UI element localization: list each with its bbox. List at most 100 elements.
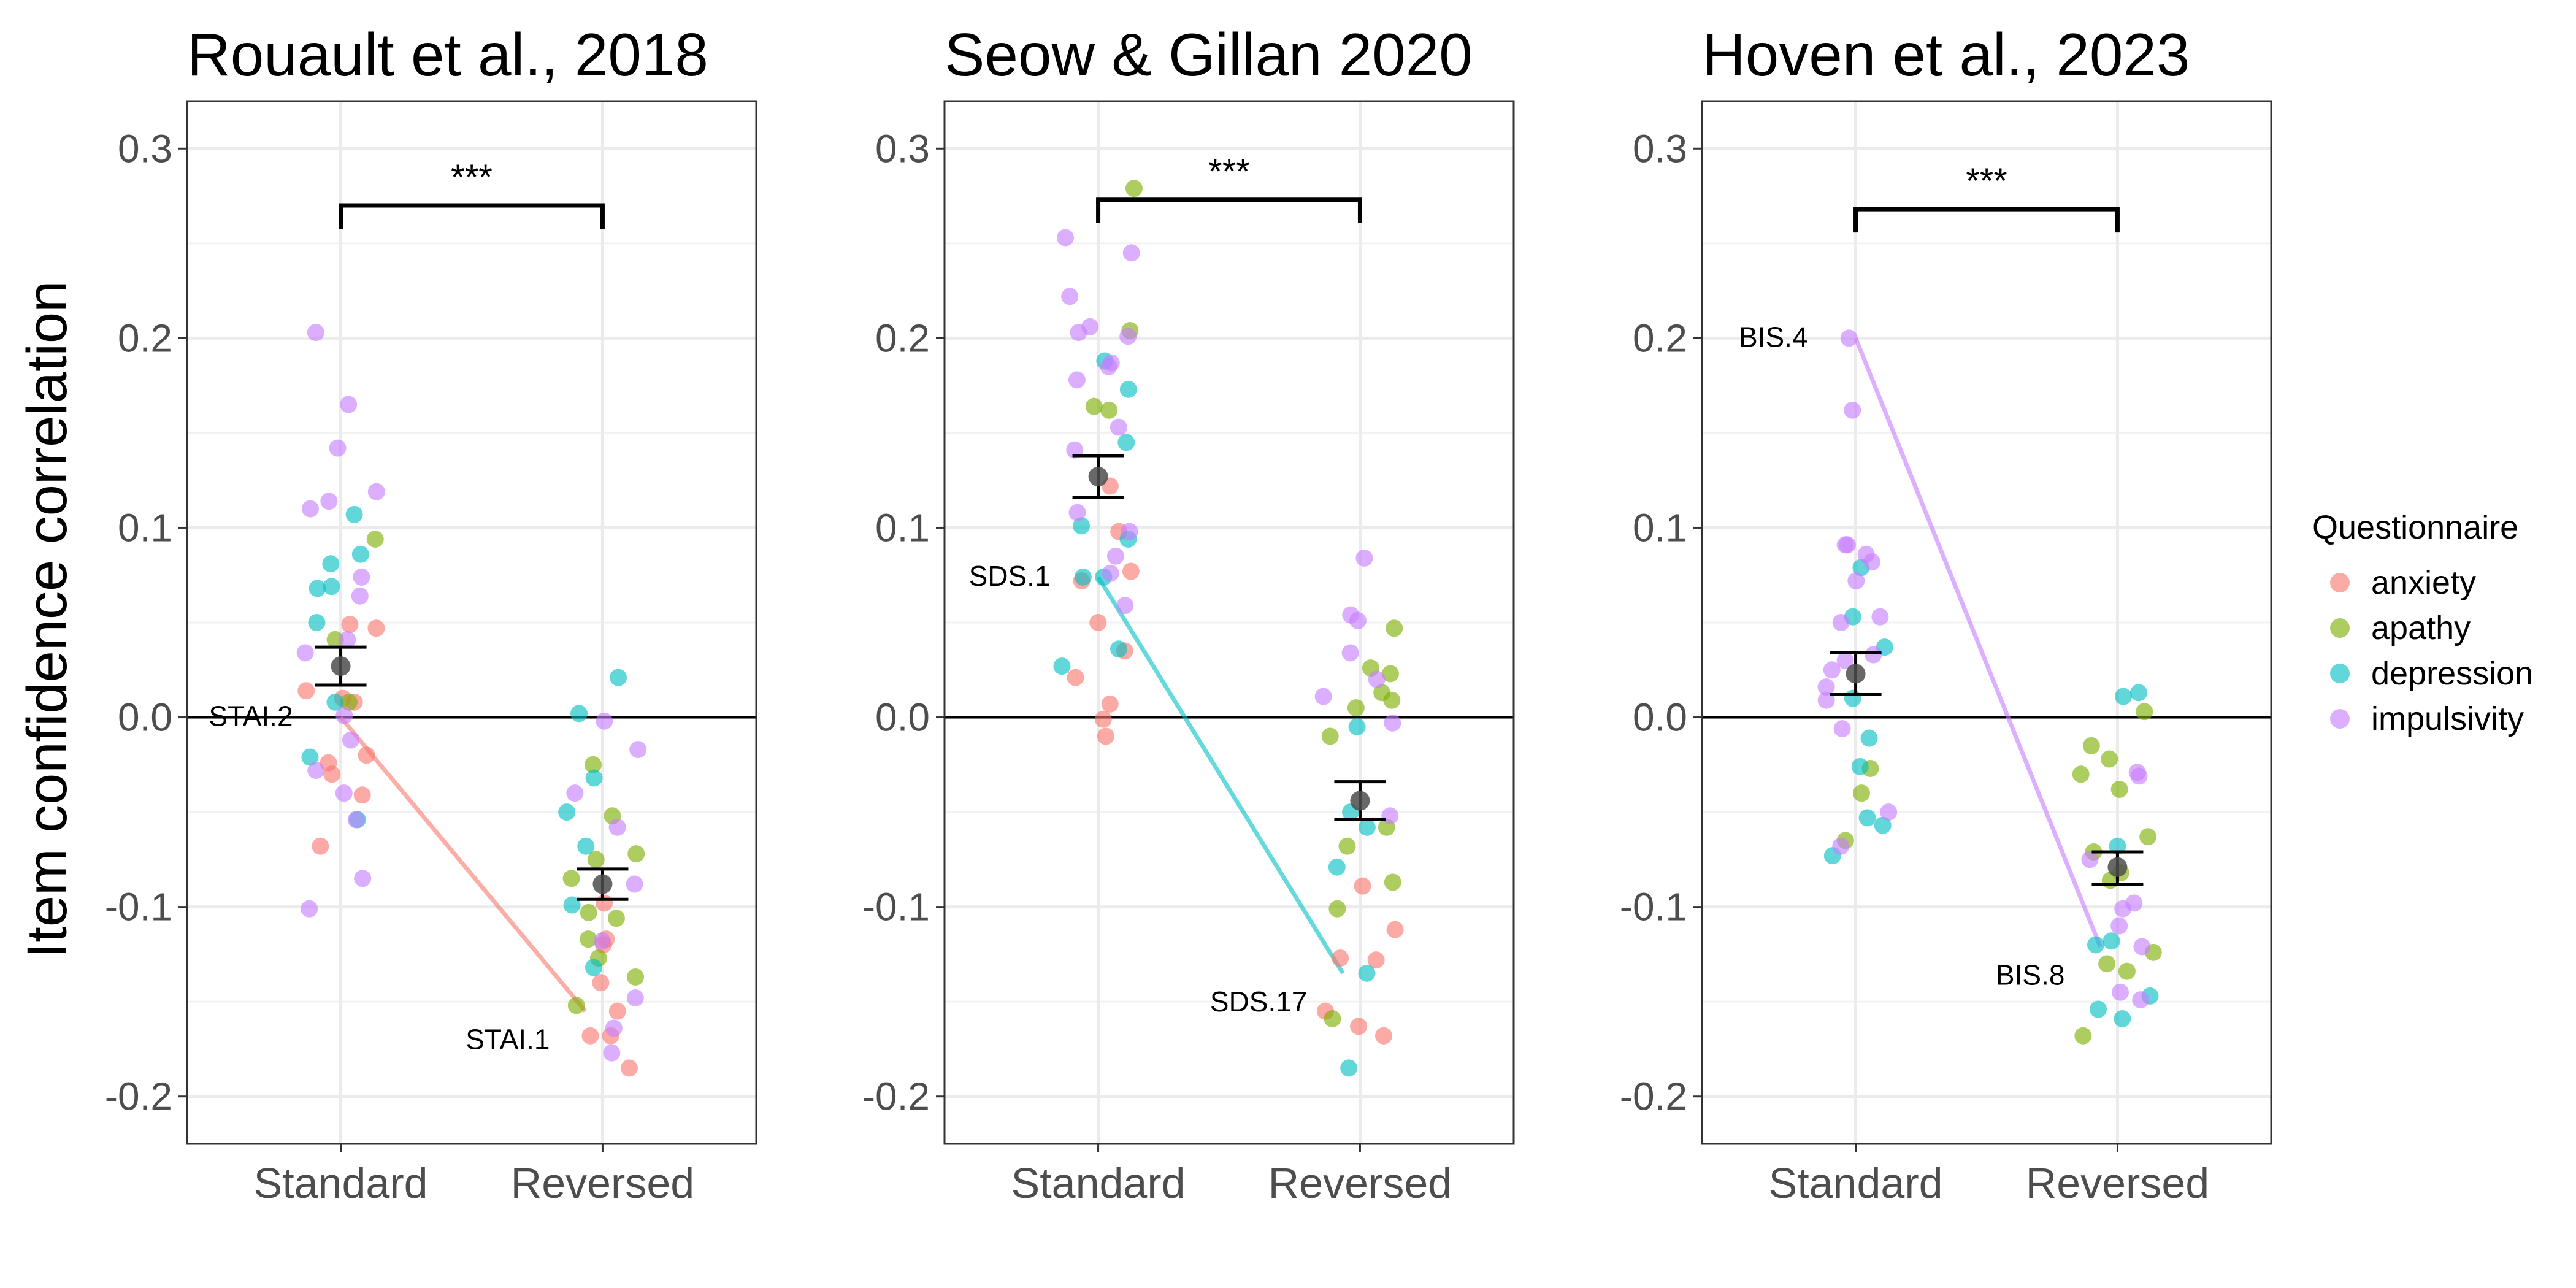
point-impulsivity [1061,288,1079,305]
point-apathy [580,930,597,948]
point-apathy [567,997,585,1014]
panels: STAI.2 STAI.1 *** -0.2 -0.1 0.0 0.1 0.2 0.3 Stand… [105,21,2272,1207]
point-apathy [627,845,645,863]
point-apathy [584,756,602,773]
legend-label-anxiety: anxiety [2371,564,2476,601]
y-tick-label: -0.2 [862,1075,930,1119]
point-depression [563,896,581,914]
y-tick-label: 0.3 [1633,126,1687,171]
point-anxiety [1089,614,1107,631]
point-apathy [2118,962,2136,980]
point-impulsivity [301,900,318,918]
point-anxiety [1374,1027,1392,1045]
point-impulsivity [1057,229,1075,247]
y-tick-label: 0.2 [118,316,172,360]
point-impulsivity [2114,900,2132,918]
y-tick-label: -0.1 [1620,885,1687,929]
point-apathy [1383,691,1401,709]
point-impulsivity [1880,803,1898,821]
point-impulsivity [1119,328,1137,345]
point-apathy [1085,397,1103,415]
point-anxiety [341,616,359,634]
legend-items: anxiety apathy depression impulsivity [2330,564,2533,737]
panel-1: STAI.2 STAI.1 *** -0.2 -0.1 0.0 0.1 0.2 0.3 Stand… [105,21,757,1207]
highlight-line [1853,337,2103,948]
point-impulsivity [1122,244,1140,262]
point-depression [2115,688,2133,705]
panel-title: Seow & Gillan 2020 [945,21,1473,88]
point-impulsivity [1121,523,1138,540]
y-tick-label: 0.0 [118,696,172,740]
point-impulsivity [335,707,353,724]
point-impulsivity [608,818,626,836]
highlight-line [339,716,588,1013]
significance-bracket [339,203,605,229]
y-tick-label: 0.1 [118,505,172,550]
point-impulsivity [2132,991,2150,1009]
point-apathy [1338,837,1356,855]
point-depression [323,578,340,596]
point-apathy [1328,900,1346,918]
point-anxiety [1097,727,1114,745]
point-impulsivity [320,493,338,510]
point-impulsivity [1102,564,1119,582]
panel-border [186,100,757,1145]
point-depression [2103,932,2120,950]
point-apathy [1384,873,1401,891]
point-anxiety [312,837,329,855]
point-depression [585,769,603,787]
point-impulsivity [2110,917,2128,935]
mean-point [1350,791,1370,811]
point-impulsivity [1817,678,1835,696]
highlight-label-to: BIS.8 [1996,959,2065,991]
legend-swatch-impulsivity [2330,709,2350,729]
point-impulsivity [1368,670,1386,688]
significance-bracket [1853,207,2120,233]
point-impulsivity [2081,851,2099,868]
point-impulsivity [1355,549,1373,567]
legend-label-apathy: apathy [2371,610,2471,646]
point-apathy [1347,699,1365,717]
point-impulsivity [1847,572,1865,589]
mean-point [592,874,613,894]
legend-swatch-apathy [2330,618,2350,638]
point-impulsivity [1106,547,1124,565]
point-impulsivity [629,741,647,759]
point-apathy [2072,765,2090,783]
y-tick-label: 0.2 [1633,316,1687,360]
legend-item-impulsivity: impulsivity [2330,700,2524,737]
y-tick-label: 0.3 [118,126,172,171]
legend-label-impulsivity: impulsivity [2371,700,2524,737]
y-tick-label: -0.1 [862,885,930,929]
point-apathy [580,903,597,921]
highlight-label-from: SDS.1 [969,560,1051,592]
point-depression [1074,568,1092,586]
point-depression [1858,809,1876,827]
point-impulsivity [1844,401,1861,419]
point-impulsivity [1068,504,1086,521]
point-apathy [1100,401,1118,419]
point-impulsivity [367,483,385,500]
highlight-label-to: SDS.17 [1210,986,1308,1018]
point-depression [2087,936,2104,954]
point-impulsivity [1865,646,1882,664]
point-depression [1874,816,1892,834]
point-depression [570,705,588,723]
y-tick-label: -0.1 [105,885,172,929]
point-apathy [627,968,645,986]
mean-point [2107,857,2128,877]
y-tick-label: -0.2 [1620,1075,1687,1119]
point-impulsivity [353,568,370,586]
point-apathy [2136,703,2153,721]
x-tick-label: Reversed [511,1159,695,1207]
point-depression [1117,434,1135,451]
significance-label: *** [1208,152,1250,192]
x-tick-label: Reversed [2026,1159,2210,1207]
panel-3: BIS.4 BIS.8 *** -0.2 -0.1 0.0 0.1 0.2 0.3 Standar… [1620,21,2272,1207]
point-impulsivity [307,762,325,780]
point-depression [610,669,627,686]
panel-title: Rouault et al., 2018 [187,21,708,88]
legend-swatch-depression [2330,664,2350,683]
panel-title: Hoven et al., 2023 [1702,21,2190,88]
point-impulsivity [1110,418,1127,436]
